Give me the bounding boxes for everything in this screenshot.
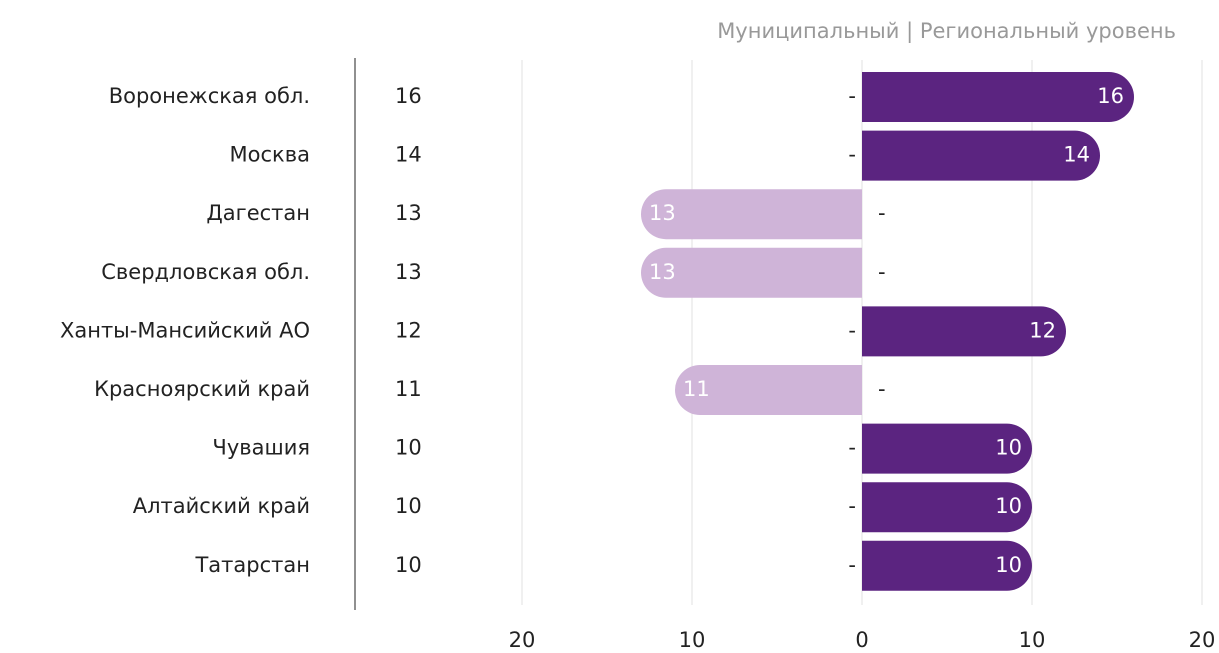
- bar: [862, 130, 1100, 181]
- x-tick-label: 20: [509, 628, 536, 652]
- total-label: 10: [395, 494, 422, 518]
- bar: [862, 72, 1134, 122]
- bar: [862, 482, 1032, 533]
- value-label: 11: [683, 377, 710, 401]
- value-label: 13: [649, 201, 676, 225]
- total-label: 14: [395, 143, 422, 167]
- category-label: Воронежская обл.: [109, 84, 310, 108]
- bar: [862, 306, 1066, 357]
- total-label: 11: [395, 377, 422, 401]
- value-label: 13: [649, 260, 676, 284]
- value-label: 14: [1063, 143, 1090, 167]
- bar: [862, 540, 1032, 591]
- value-label: -: [848, 318, 856, 342]
- category-label: Чувашия: [212, 436, 310, 460]
- total-label: 13: [395, 260, 422, 284]
- category-label: Красноярский край: [94, 377, 310, 401]
- x-tick-label: 0: [855, 628, 868, 652]
- total-label: 10: [395, 553, 422, 577]
- category-label: Свердловская обл.: [101, 260, 310, 284]
- value-label: -: [848, 436, 856, 460]
- x-tick-label: 10: [1019, 628, 1046, 652]
- total-label: 10: [395, 436, 422, 460]
- category-label: Москва: [230, 143, 310, 167]
- value-label: -: [848, 494, 856, 518]
- total-label: 12: [395, 318, 422, 342]
- category-label: Татарстан: [194, 553, 310, 577]
- value-label: -: [878, 260, 886, 284]
- value-label: 16: [1097, 84, 1124, 108]
- value-label: -: [848, 143, 856, 167]
- legend-subtitle: Муниципальный | Региональный уровень: [717, 19, 1176, 44]
- bar: [641, 247, 862, 298]
- category-label: Дагестан: [206, 201, 310, 225]
- value-label: 10: [995, 436, 1022, 460]
- bar: [862, 423, 1032, 474]
- value-label: -: [848, 84, 856, 108]
- x-tick-label: 20: [1189, 628, 1216, 652]
- total-label: 16: [395, 84, 422, 108]
- value-label: 10: [995, 494, 1022, 518]
- x-tick-label: 10: [679, 628, 706, 652]
- value-label: 12: [1029, 318, 1056, 342]
- bar: [641, 189, 862, 240]
- value-label: -: [848, 553, 856, 577]
- bar: [675, 365, 862, 415]
- category-label: Алтайский край: [133, 494, 310, 518]
- value-label: -: [878, 377, 886, 401]
- category-label: Ханты-Мансийский АО: [60, 318, 310, 342]
- total-label: 13: [395, 201, 422, 225]
- value-label: 10: [995, 553, 1022, 577]
- value-label: -: [878, 201, 886, 225]
